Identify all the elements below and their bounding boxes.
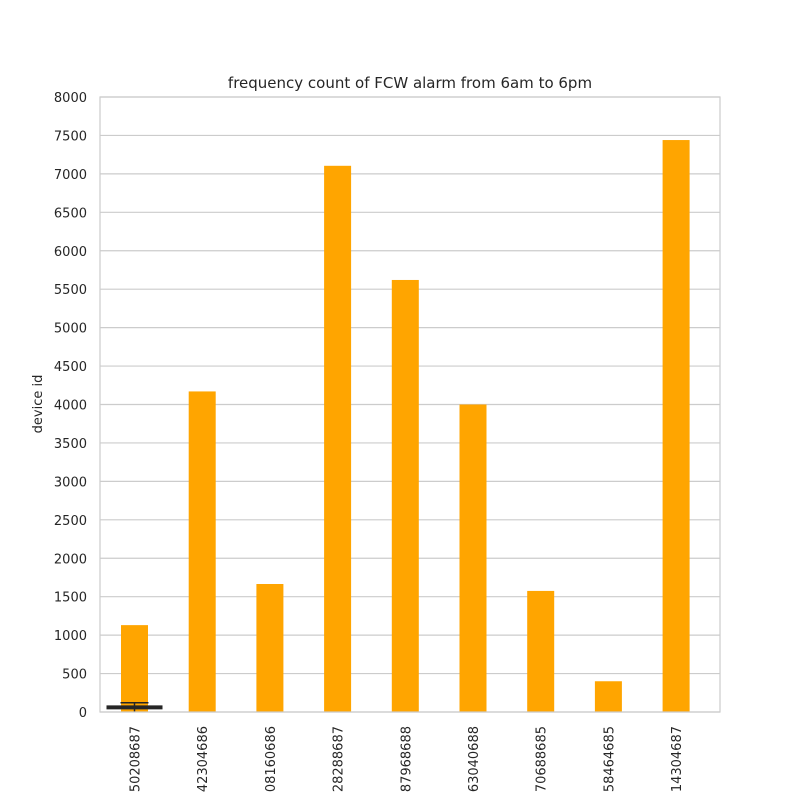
bar bbox=[391, 279, 419, 712]
chart-title: frequency count of FCW alarm from 6am to… bbox=[228, 74, 592, 92]
y-tick-label: 7000 bbox=[54, 168, 87, 183]
bar bbox=[662, 140, 690, 713]
y-tick-label: 5500 bbox=[54, 283, 87, 298]
y-tick-label: 0 bbox=[79, 706, 87, 721]
bars bbox=[121, 140, 690, 713]
bar bbox=[527, 590, 555, 712]
y-tick-label: 6500 bbox=[54, 206, 87, 221]
y-tick-label: 5000 bbox=[54, 322, 87, 337]
bar bbox=[188, 391, 216, 712]
x-tick-label: 87968688 bbox=[399, 726, 414, 792]
y-axis-ticks: 0 500 1000 1500 2000 2500 3000 3500 4000 4500 5000… bbox=[54, 91, 87, 721]
y-axis-label: device id bbox=[31, 375, 46, 434]
x-tick-label: 08160686 bbox=[264, 726, 279, 792]
x-tick-label: 63040688 bbox=[467, 726, 482, 792]
y-tick-label: 2000 bbox=[54, 552, 87, 567]
y-tick-label: 8000 bbox=[54, 91, 87, 106]
x-tick-label: 42304686 bbox=[196, 726, 211, 792]
y-tick-label: 1000 bbox=[54, 629, 87, 644]
x-axis-ticks: 50208687 42304686 08160686 28288687 87968688… bbox=[129, 726, 686, 792]
x-tick-label: 14304687 bbox=[670, 726, 685, 792]
x-tick-label: 28288687 bbox=[332, 726, 347, 792]
plot-frame bbox=[99, 96, 721, 713]
y-tick-label: 4000 bbox=[54, 399, 87, 414]
y-tick-label: 3500 bbox=[54, 437, 87, 452]
y-tick-label: 3000 bbox=[54, 475, 87, 490]
x-tick-label: 70688685 bbox=[535, 726, 550, 792]
bar bbox=[459, 404, 487, 712]
y-tick-label: 4500 bbox=[54, 360, 87, 375]
y-tick-label: 6000 bbox=[54, 245, 87, 260]
bar bbox=[256, 584, 284, 712]
x-tick-label: 50208687 bbox=[129, 726, 144, 792]
x-tick-label: 58464685 bbox=[602, 726, 617, 792]
bar bbox=[324, 165, 352, 713]
bar bbox=[121, 625, 148, 712]
y-tick-label: 500 bbox=[62, 668, 87, 683]
y-tick-label: 1500 bbox=[54, 591, 87, 606]
error-bar bbox=[106, 702, 163, 712]
y-tick-label: 7500 bbox=[54, 129, 87, 144]
bar bbox=[594, 681, 622, 712]
y-tick-label: 2500 bbox=[54, 514, 87, 529]
